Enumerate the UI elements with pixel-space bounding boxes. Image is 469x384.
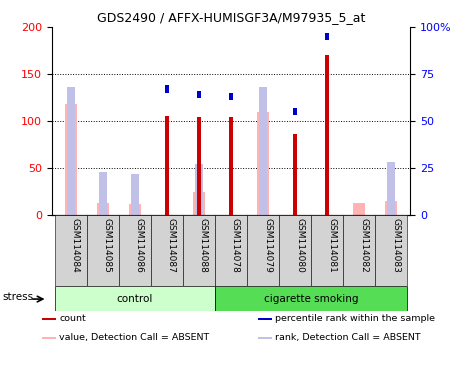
Bar bbox=[325, 55, 329, 215]
Text: GSM114088: GSM114088 bbox=[199, 218, 208, 273]
Bar bbox=[42, 337, 56, 339]
Text: GSM114083: GSM114083 bbox=[391, 218, 400, 273]
Text: GSM114086: GSM114086 bbox=[135, 218, 144, 273]
Text: control: control bbox=[117, 293, 153, 304]
Bar bbox=[119, 215, 151, 286]
Bar bbox=[258, 337, 272, 339]
Bar bbox=[343, 215, 375, 286]
Bar bbox=[215, 286, 407, 311]
Bar bbox=[183, 215, 215, 286]
Text: GSM114087: GSM114087 bbox=[167, 218, 176, 273]
Bar bbox=[215, 215, 247, 286]
Bar bbox=[375, 215, 407, 286]
Bar bbox=[325, 33, 329, 40]
Text: GSM114085: GSM114085 bbox=[103, 218, 112, 273]
Bar bbox=[55, 215, 87, 286]
Bar bbox=[165, 116, 169, 215]
Bar bbox=[197, 91, 201, 98]
Bar bbox=[99, 172, 107, 215]
Text: GSM114079: GSM114079 bbox=[263, 218, 272, 273]
Text: value, Detection Call = ABSENT: value, Detection Call = ABSENT bbox=[59, 333, 209, 343]
Bar bbox=[197, 117, 201, 215]
Bar bbox=[97, 203, 109, 215]
Text: GSM114078: GSM114078 bbox=[231, 218, 240, 273]
Bar bbox=[258, 318, 272, 319]
Bar bbox=[293, 108, 297, 115]
Bar bbox=[42, 318, 56, 319]
Bar bbox=[257, 112, 269, 215]
Bar bbox=[151, 215, 183, 286]
Bar bbox=[193, 192, 205, 215]
Bar bbox=[353, 203, 365, 215]
Bar bbox=[55, 286, 215, 311]
Text: GSM114082: GSM114082 bbox=[359, 218, 368, 273]
Bar bbox=[385, 201, 397, 215]
Bar bbox=[279, 215, 311, 286]
Bar bbox=[131, 174, 139, 215]
Bar bbox=[293, 134, 297, 215]
Text: GSM114081: GSM114081 bbox=[327, 218, 336, 273]
Bar bbox=[87, 215, 119, 286]
Text: GSM114080: GSM114080 bbox=[295, 218, 304, 273]
Bar bbox=[387, 162, 395, 215]
Bar bbox=[229, 117, 233, 215]
Bar bbox=[129, 204, 141, 215]
Text: rank, Detection Call = ABSENT: rank, Detection Call = ABSENT bbox=[275, 333, 420, 343]
Text: GSM114084: GSM114084 bbox=[71, 218, 80, 273]
Bar bbox=[311, 215, 343, 286]
Text: percentile rank within the sample: percentile rank within the sample bbox=[275, 314, 435, 323]
Bar bbox=[229, 93, 233, 100]
Title: GDS2490 / AFFX-HUMISGF3A/M97935_5_at: GDS2490 / AFFX-HUMISGF3A/M97935_5_at bbox=[97, 11, 365, 24]
Text: count: count bbox=[59, 314, 86, 323]
Bar bbox=[65, 104, 77, 215]
Bar bbox=[67, 87, 75, 215]
Bar bbox=[165, 85, 169, 93]
Bar bbox=[247, 215, 279, 286]
Bar bbox=[195, 164, 203, 215]
Text: stress: stress bbox=[3, 292, 34, 302]
Bar bbox=[259, 87, 267, 215]
Text: cigarette smoking: cigarette smoking bbox=[264, 293, 358, 304]
